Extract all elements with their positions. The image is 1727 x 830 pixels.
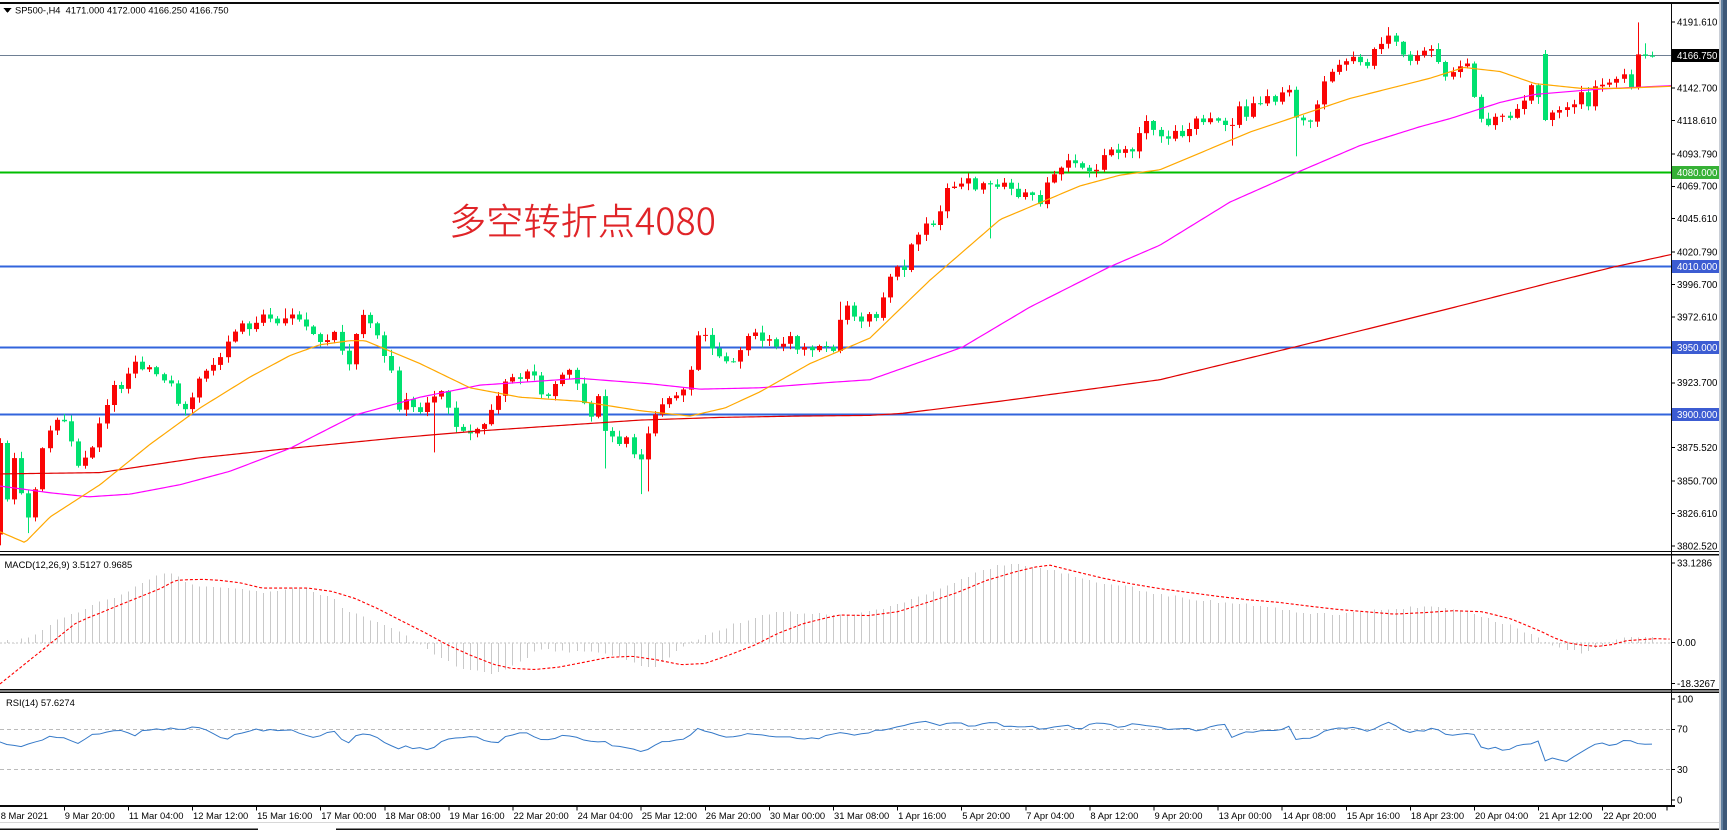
- svg-text:14 Apr 08:00: 14 Apr 08:00: [1283, 810, 1336, 821]
- svg-text:13 Apr 00:00: 13 Apr 00:00: [1219, 810, 1272, 821]
- svg-text:17 Mar 00:00: 17 Mar 00:00: [321, 810, 376, 821]
- svg-text:4118.610: 4118.610: [1677, 116, 1717, 127]
- svg-text:25 Mar 12:00: 25 Mar 12:00: [642, 810, 697, 821]
- svg-text:31 Mar 08:00: 31 Mar 08:00: [834, 810, 889, 821]
- svg-text:4069.700: 4069.700: [1677, 182, 1718, 193]
- svg-text:19 Mar 16:00: 19 Mar 16:00: [449, 810, 504, 821]
- svg-text:4080.000: 4080.000: [1677, 168, 1718, 179]
- svg-text:100: 100: [1677, 694, 1694, 705]
- svg-text:MACD(12,26,9) 3.5127 0.9685: MACD(12,26,9) 3.5127 0.9685: [5, 559, 133, 570]
- svg-text:3996.700: 3996.700: [1677, 280, 1718, 291]
- svg-text:3972.610: 3972.610: [1677, 312, 1718, 323]
- svg-text:7 Apr 04:00: 7 Apr 04:00: [1026, 810, 1074, 821]
- svg-text:22 Mar 20:00: 22 Mar 20:00: [514, 810, 569, 821]
- svg-text:3875.520: 3875.520: [1677, 443, 1718, 454]
- svg-text:0: 0: [1677, 795, 1683, 806]
- svg-text:30: 30: [1677, 765, 1688, 776]
- svg-text:4191.610: 4191.610: [1677, 18, 1718, 29]
- svg-text:4020.790: 4020.790: [1677, 248, 1718, 259]
- svg-text:0.00: 0.00: [1677, 638, 1696, 649]
- svg-text:18 Mar 08:00: 18 Mar 08:00: [385, 810, 440, 821]
- svg-text:3900.000: 3900.000: [1677, 410, 1718, 421]
- svg-text:33.1286: 33.1286: [1677, 558, 1712, 569]
- svg-text:4045.610: 4045.610: [1677, 214, 1718, 225]
- svg-text:21 Apr 12:00: 21 Apr 12:00: [1539, 810, 1592, 821]
- svg-text:RSI(14) 57.6274: RSI(14) 57.6274: [6, 697, 75, 708]
- svg-text:15 Mar 16:00: 15 Mar 16:00: [257, 810, 312, 821]
- svg-text:26 Mar 20:00: 26 Mar 20:00: [706, 810, 761, 821]
- svg-text:3826.610: 3826.610: [1677, 509, 1718, 520]
- svg-text:4010.000: 4010.000: [1677, 262, 1718, 273]
- svg-text:4142.700: 4142.700: [1677, 84, 1718, 95]
- svg-text:3923.700: 3923.700: [1677, 378, 1718, 389]
- svg-text:5 Apr 20:00: 5 Apr 20:00: [962, 810, 1010, 821]
- svg-text:30 Mar 00:00: 30 Mar 00:00: [770, 810, 825, 821]
- svg-text:3802.520: 3802.520: [1677, 541, 1718, 552]
- svg-text:3850.700: 3850.700: [1677, 477, 1718, 488]
- svg-text:70: 70: [1677, 725, 1688, 736]
- svg-text:15 Apr 16:00: 15 Apr 16:00: [1347, 810, 1400, 821]
- svg-text:11 Mar 04:00: 11 Mar 04:00: [129, 810, 184, 821]
- svg-text:8 Apr 12:00: 8 Apr 12:00: [1090, 810, 1138, 821]
- svg-text:4166.750: 4166.750: [1677, 51, 1718, 62]
- svg-text:3950.000: 3950.000: [1677, 343, 1718, 354]
- svg-text:SP500-,H4 4171.000 4172.000 4: SP500-,H4 4171.000 4172.000 4166.250 416…: [15, 6, 229, 16]
- svg-text:12 Mar 12:00: 12 Mar 12:00: [193, 810, 248, 821]
- svg-text:24 Mar 04:00: 24 Mar 04:00: [578, 810, 633, 821]
- svg-text:18 Apr 23:00: 18 Apr 23:00: [1411, 810, 1464, 821]
- svg-text:9 Apr 20:00: 9 Apr 20:00: [1155, 810, 1203, 821]
- svg-text:-18.3267: -18.3267: [1677, 679, 1715, 690]
- svg-text:20 Apr 04:00: 20 Apr 04:00: [1475, 810, 1528, 821]
- svg-text:4093.790: 4093.790: [1677, 149, 1718, 160]
- svg-text:8 Mar 2021: 8 Mar 2021: [1, 810, 48, 821]
- svg-text:9 Mar 20:00: 9 Mar 20:00: [65, 810, 115, 821]
- svg-text:1 Apr 16:00: 1 Apr 16:00: [898, 810, 946, 821]
- svg-text:22 Apr 20:00: 22 Apr 20:00: [1603, 810, 1656, 821]
